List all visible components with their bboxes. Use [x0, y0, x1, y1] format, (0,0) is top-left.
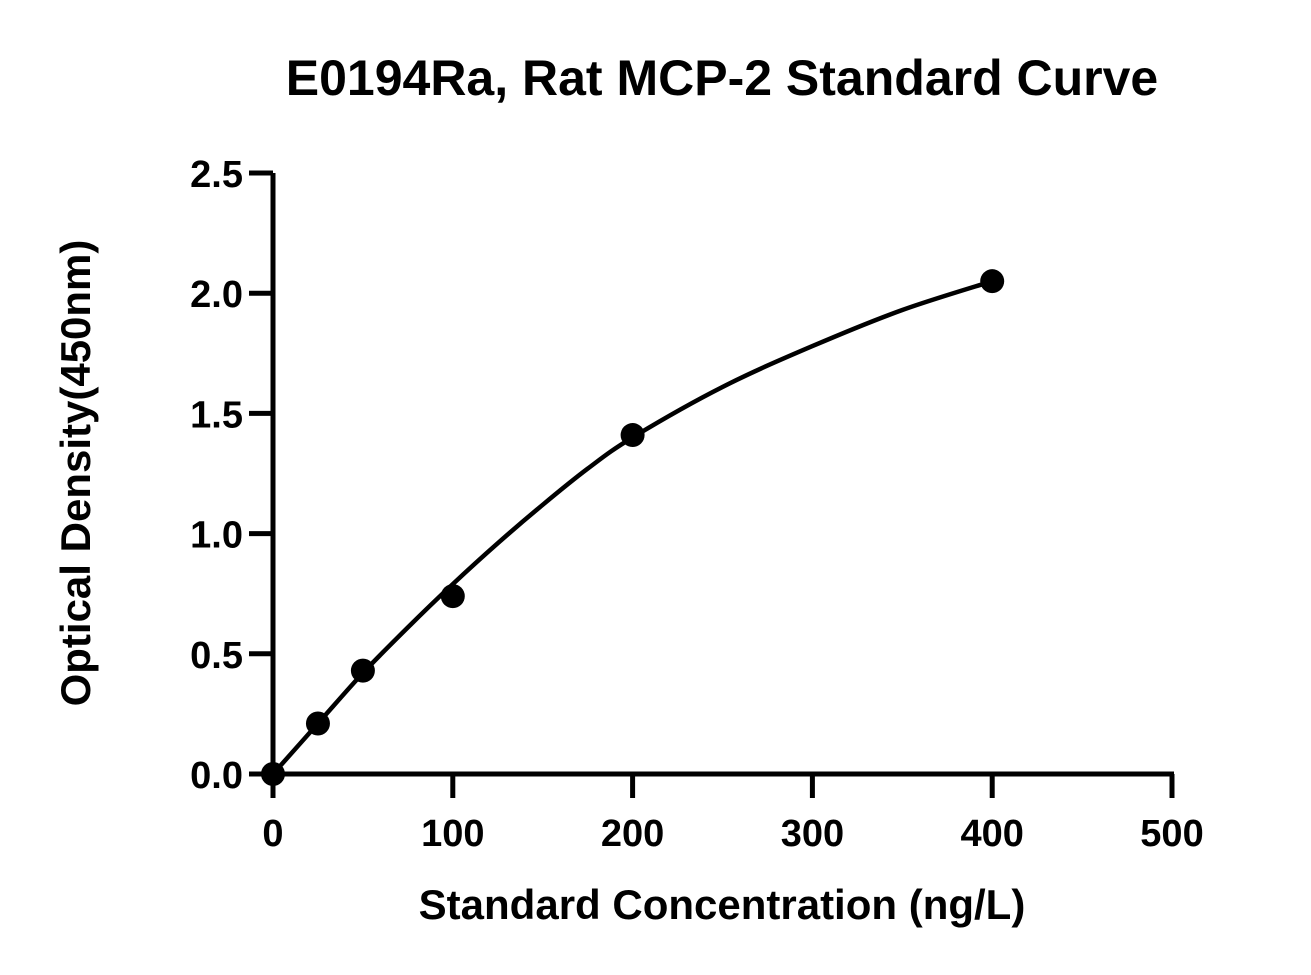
x-tick-label: 400	[960, 813, 1023, 855]
x-ticks: 0 100 200 300 400 500	[262, 774, 1204, 855]
y-ticks: 0.0 0.5 1.0 1.5 2.0 2.5	[190, 154, 273, 797]
data-point	[620, 423, 645, 448]
x-tick-label: 0	[262, 813, 283, 855]
x-tick-label: 300	[781, 813, 844, 855]
fit-curve-line	[271, 279, 993, 776]
data-point	[305, 711, 330, 736]
data-point	[261, 762, 285, 786]
x-tick-label: 200	[601, 813, 664, 855]
y-tick-label: 1.0	[190, 515, 243, 557]
data-points-layer	[261, 269, 1005, 786]
y-axis-label: Optical Density(450nm)	[52, 240, 99, 707]
y-tick-label: 1.5	[190, 394, 243, 436]
x-axis-label: Standard Concentration (ng/L)	[419, 881, 1026, 928]
data-point	[350, 658, 375, 683]
data-point	[440, 584, 465, 609]
y-tick-label: 0.5	[190, 635, 243, 677]
y-tick-label: 0.0	[190, 755, 243, 797]
x-tick-label: 500	[1140, 813, 1203, 855]
y-tick-label: 2.5	[190, 154, 243, 196]
data-point	[980, 269, 1005, 294]
axes	[270, 173, 1174, 777]
x-tick-label: 100	[421, 813, 484, 855]
y-tick-label: 2.0	[190, 274, 243, 316]
fit-curve-layer	[271, 279, 993, 776]
chart-title: E0194Ra, Rat MCP-2 Standard Curve	[286, 50, 1159, 106]
